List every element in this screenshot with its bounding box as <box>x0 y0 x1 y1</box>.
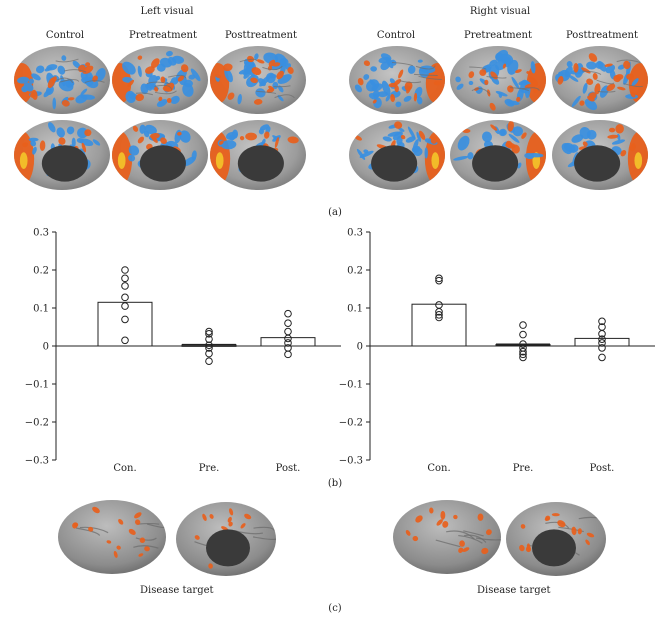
left-chart-data-point <box>121 293 129 302</box>
right-col-posttreatment: Posttreatment <box>565 30 639 41</box>
right-chart-y-tick-label: −0.1 <box>339 380 363 391</box>
right-lateral-brain-pretreatment <box>450 46 546 114</box>
right-chart-data-point <box>435 308 443 316</box>
left-chart-data-point <box>121 274 129 283</box>
left-col-posttreatment: Posttreatment <box>224 30 298 41</box>
left-lateral-brain-posttreatment <box>210 46 306 114</box>
right-chart-data-point <box>435 276 443 285</box>
left-chart-data-point <box>284 309 292 318</box>
right-visual-title: Right visual <box>469 6 531 17</box>
right-chart-data-point <box>598 344 606 352</box>
left-chart-data-point <box>205 327 213 336</box>
left-chart-data-point <box>121 266 129 274</box>
right-chart-data-point <box>519 330 527 339</box>
right-chart-data-point <box>435 311 443 319</box>
right-chart-data-point <box>598 335 606 343</box>
left-medial-brain-control <box>14 120 110 190</box>
left-chart-data-point <box>205 341 213 350</box>
left-chart-y-tick-label: 0 <box>43 342 49 353</box>
left-col-pretreatment: Pretreatment <box>129 30 197 41</box>
left-chart-bar-con <box>97 301 153 347</box>
panel-b-letter: (b) <box>327 478 343 489</box>
right-chart-y-tick-label: 0.1 <box>347 304 363 315</box>
right-chart-y-tick-label: 0.2 <box>347 266 363 277</box>
right-chart-data-point <box>435 313 443 322</box>
left-chart-data-point <box>121 315 129 324</box>
left-chart-y-tick-label: −0.1 <box>25 380 49 391</box>
right-medial-brain-pretreatment <box>450 120 546 190</box>
left-chart-data-point <box>284 339 292 347</box>
left-chart-data-point <box>121 336 129 345</box>
left-chart-y-tick-label: 0.1 <box>33 304 49 315</box>
right-chart-y-tick-label: 0.3 <box>347 228 363 239</box>
right-chart-y-tick-label: −0.2 <box>339 418 363 429</box>
right-chart-y-tick-label: −0.3 <box>339 456 363 467</box>
right-disease-target-caption: Disease target <box>477 585 551 596</box>
left-target-lateral-brain <box>58 500 166 574</box>
left-disease-target-caption: Disease target <box>140 585 214 596</box>
right-chart-data-point <box>519 347 527 356</box>
right-chart-data-point <box>519 340 527 348</box>
left-chart-data-point <box>205 357 213 366</box>
left-chart-y-tick-label: −0.2 <box>25 418 49 429</box>
left-chart-data-point <box>284 350 292 359</box>
left-chart-y-tick-label: 0.2 <box>33 266 49 277</box>
left-chart-data-point <box>121 282 129 290</box>
right-chart-bar-con <box>411 303 467 347</box>
right-chart-data-point <box>598 353 606 362</box>
left-chart-data-point <box>284 319 292 328</box>
right-chart-data-point <box>598 330 606 338</box>
left-col-control: Control <box>45 30 85 41</box>
right-col-pretreatment: Pretreatment <box>464 30 532 41</box>
right-chart-x-label-post: Post. <box>590 463 615 474</box>
right-lateral-brain-posttreatment <box>552 46 648 114</box>
right-chart-x-label-con: Con. <box>427 463 450 474</box>
right-medial-brain-posttreatment <box>552 120 648 190</box>
left-visual-title: Left visual <box>140 6 194 17</box>
left-chart-data-point <box>284 334 292 343</box>
right-chart-x-label-pre: Pre. <box>513 463 534 474</box>
left-chart-x-label-post: Post. <box>276 463 301 474</box>
right-chart-data-point <box>519 350 527 359</box>
left-chart-data-point <box>121 302 129 310</box>
left-chart-x-label-con: Con. <box>113 463 136 474</box>
right-chart-data-point <box>519 353 527 362</box>
left-chart-y-tick-label: 0.3 <box>33 228 49 239</box>
left-chart-y-tick-label: −0.3 <box>25 456 49 467</box>
panel-a-letter: (a) <box>328 207 342 218</box>
left-chart-data-point <box>205 344 213 352</box>
right-chart-y-tick-label: 0 <box>357 342 363 353</box>
left-chart-data-point <box>205 335 213 343</box>
left-chart-data-point <box>205 349 213 358</box>
right-chart-data-point <box>598 339 606 347</box>
right-chart-data-point <box>519 321 527 329</box>
left-chart-x-label-pre: Pre. <box>199 463 220 474</box>
right-chart-data-point <box>598 317 606 326</box>
left-chart-data-point <box>205 330 213 338</box>
right-target-medial-brain <box>506 502 606 576</box>
panel-c-letter: (c) <box>328 603 342 614</box>
right-target-lateral-brain <box>393 500 501 574</box>
right-col-control: Control <box>376 30 416 41</box>
left-medial-brain-posttreatment <box>210 120 306 190</box>
right-chart-data-point <box>435 274 443 283</box>
left-medial-brain-pretreatment <box>112 120 208 190</box>
left-target-medial-brain <box>176 502 276 576</box>
